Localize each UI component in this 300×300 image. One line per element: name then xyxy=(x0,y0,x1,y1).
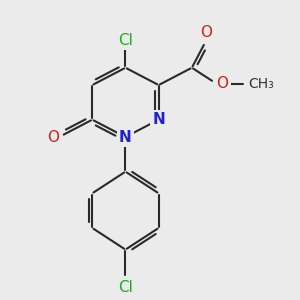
Text: N: N xyxy=(119,130,132,145)
Text: N: N xyxy=(152,112,165,127)
Text: O: O xyxy=(216,76,228,91)
Text: O: O xyxy=(47,130,59,145)
Text: O: O xyxy=(200,25,212,40)
Text: Cl: Cl xyxy=(118,280,133,295)
Text: CH₃: CH₃ xyxy=(248,76,274,91)
Text: Cl: Cl xyxy=(118,33,133,48)
